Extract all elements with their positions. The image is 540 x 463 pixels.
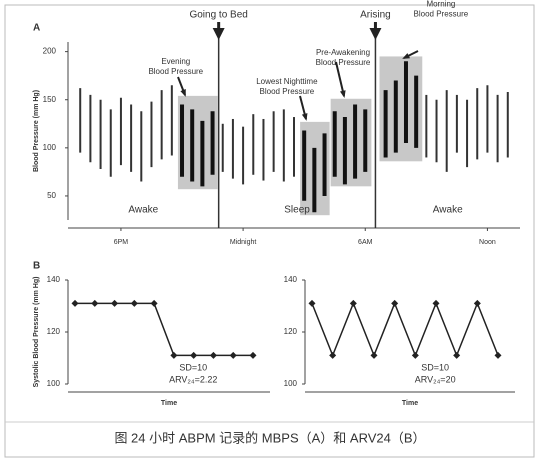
- highlight-label: Lowest Nighttime: [256, 77, 318, 86]
- highlight-label: Blood Pressure: [260, 87, 315, 96]
- data-point: [494, 351, 502, 359]
- data-point: [249, 351, 257, 359]
- x-tick-label: Midnight: [230, 239, 257, 246]
- y-tick-label: 100: [47, 379, 61, 388]
- x-tick-label: Noon: [479, 239, 496, 246]
- x-axis-label: Time: [402, 400, 418, 407]
- data-point: [411, 351, 419, 359]
- y-tick-label: 100: [284, 379, 298, 388]
- data-point: [111, 299, 119, 307]
- panel-label: B: [33, 261, 40, 272]
- y-tick-label: 200: [43, 47, 57, 56]
- data-point: [229, 351, 237, 359]
- x-tick-label: 6AM: [358, 239, 373, 246]
- data-point: [71, 299, 79, 307]
- highlight-label: Morning: [426, 0, 455, 9]
- highlight-label: Blood Pressure: [148, 67, 203, 76]
- y-tick-label: 120: [47, 327, 61, 336]
- y-tick-label: 140: [47, 275, 61, 284]
- data-point: [370, 351, 378, 359]
- data-point: [391, 299, 399, 307]
- stat-note: ARV₂₄=2.22: [169, 374, 217, 384]
- data-point: [349, 299, 357, 307]
- highlight-arrow: [335, 61, 345, 97]
- data-point: [453, 351, 461, 359]
- series-line: [311, 301, 499, 358]
- data-point: [329, 351, 337, 359]
- x-axis-label: Time: [161, 400, 177, 407]
- y-tick-label: 100: [43, 143, 57, 152]
- x-tick-label: 6PM: [114, 239, 129, 246]
- y-tick-label: 50: [47, 191, 56, 200]
- event-label: Arising: [360, 10, 391, 21]
- region-label: Awake: [433, 205, 463, 216]
- stat-note: SD=10: [421, 362, 449, 372]
- highlight-label: Pre-Awakening: [316, 48, 370, 57]
- data-point: [432, 299, 440, 307]
- data-point: [308, 299, 316, 307]
- region-label: Awake: [128, 205, 158, 216]
- y-tick-label: 140: [284, 275, 298, 284]
- highlight-arrowhead: [180, 89, 186, 97]
- data-point: [130, 299, 138, 307]
- event-label: Going to Bed: [189, 10, 247, 21]
- event-arrow: [212, 28, 225, 40]
- data-point: [91, 299, 99, 307]
- caption: 图 24 小时 ABPM 记录的 MBPS（A）和 ARV24（B）: [114, 430, 425, 445]
- event-arrow: [369, 28, 382, 40]
- y-axis-label: Systolic Blood Pressure (mm Hg): [33, 277, 40, 388]
- highlight-label: Blood Pressure: [414, 10, 469, 19]
- data-point: [209, 351, 217, 359]
- data-point: [473, 299, 481, 307]
- data-point: [150, 299, 158, 307]
- panel-label: A: [33, 23, 40, 34]
- y-axis-label: Blood Pressure (mm Hg): [33, 90, 40, 172]
- highlight-arrowhead: [301, 113, 308, 121]
- region-label: Sleep: [284, 205, 310, 216]
- stat-note: ARV₂₄=20: [415, 374, 456, 384]
- highlight-label: Evening: [161, 57, 190, 66]
- stat-note: SD=10: [179, 362, 207, 372]
- highlight-arrowhead: [339, 90, 346, 98]
- frame: [4, 4, 535, 458]
- series-line: [75, 302, 253, 357]
- highlight-arrowhead: [402, 53, 410, 59]
- data-point: [170, 351, 178, 359]
- y-tick-label: 120: [284, 327, 298, 336]
- highlight-label: Blood Pressure: [316, 58, 371, 67]
- data-point: [190, 351, 198, 359]
- y-tick-label: 150: [43, 95, 57, 104]
